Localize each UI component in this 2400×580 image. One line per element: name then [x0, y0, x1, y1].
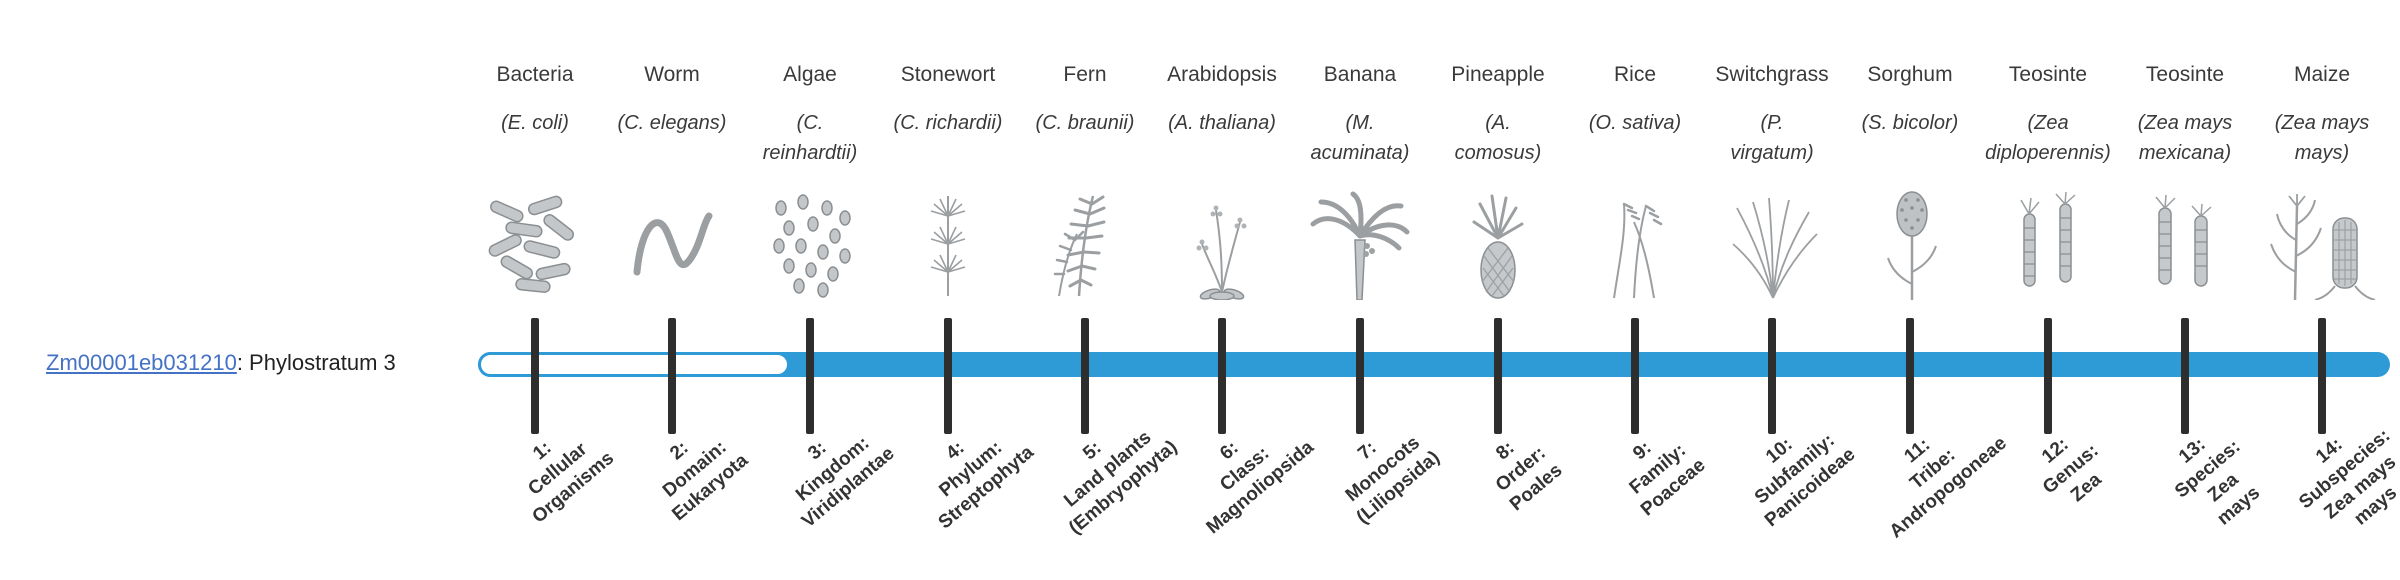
organism-scientific-name: (P. virgatum)	[1730, 112, 1814, 164]
worm-illustration	[633, 212, 713, 276]
phylostratum-bar	[478, 352, 2390, 377]
pineapple-illustration	[1472, 194, 1524, 299]
phylostratum-tick-5	[1081, 318, 1089, 434]
phylostratum-tick-13	[2181, 318, 2189, 434]
gene-id-link[interactable]: Zm00001eb031210	[46, 350, 237, 375]
phylostratum-bar-unfilled-segment	[478, 352, 790, 377]
maize-illustration	[2270, 194, 2376, 300]
switchgrass-illustration	[1732, 197, 1818, 299]
organism-scientific-name: (Zea mays mays)	[2274, 112, 2370, 164]
organism-scientific-name: (C. braunii)	[1035, 112, 1135, 134]
organism-scientific-name: (C. richardii)	[893, 112, 1003, 134]
teosinte-diploperennis-illustration	[2020, 191, 2076, 287]
rice-illustration	[1613, 202, 1663, 299]
organism-name: Pineapple	[1451, 63, 1545, 86]
organism-name: Arabidopsis	[1167, 63, 1277, 86]
organism-scientific-name: (S. bicolor)	[1861, 112, 1959, 134]
organism-name: Rice	[1613, 63, 1656, 86]
gene-phylostratum-text: : Phylostratum 3	[236, 350, 396, 375]
organism-name: Fern	[1063, 63, 1107, 86]
organism-scientific-name: (Zea diploperennis)	[1985, 112, 2111, 164]
organism-name: Worm	[644, 63, 700, 86]
organism-scientific-name: (M. acuminata)	[1310, 112, 1410, 164]
phylostratum-tick-6	[1218, 318, 1226, 434]
phylostratum-tick-2	[668, 318, 676, 434]
organism-name: Maize	[2293, 63, 2351, 86]
organism-name: Algae	[783, 63, 837, 86]
phylostratum-tick-7	[1356, 318, 1364, 434]
fern-illustration	[1053, 195, 1106, 297]
teosinte-mexicana-illustration	[2155, 194, 2212, 287]
organism-scientific-name: (Zea mays mexicana)	[2137, 112, 2233, 164]
organism-scientific-name: (E. coli)	[501, 112, 569, 134]
organism-name: Teosinte	[2145, 63, 2225, 86]
organism-name: Switchgrass	[1715, 63, 1829, 86]
organism-scientific-name: (C. reinhardtii)	[762, 112, 858, 164]
organism-scientific-name: (A. comosus)	[1454, 112, 1542, 164]
phylostratum-tick-11	[1906, 318, 1914, 434]
organism-scientific-name: (A. thaliana)	[1168, 112, 1276, 134]
phylostratum-tick-1	[531, 318, 539, 434]
phylostratum-tick-4	[944, 318, 952, 434]
organism-name: Bacteria	[496, 63, 574, 86]
arabidopsis-illustration	[1196, 205, 1247, 300]
bacteria-illustration	[488, 195, 575, 293]
stonewort-illustration	[930, 196, 966, 296]
phylostratum-tick-9	[1631, 318, 1639, 434]
phylostratum-tick-10	[1768, 318, 1776, 434]
phylostratum-tick-3	[806, 318, 814, 434]
organism-scientific-name: (C. elegans)	[617, 112, 727, 134]
banana-illustration	[1310, 191, 1410, 300]
algae-illustration	[773, 194, 851, 298]
organism-name: Sorghum	[1867, 63, 1953, 86]
phylostratum-tick-8	[1494, 318, 1502, 434]
organism-scientific-name: (O. sativa)	[1588, 112, 1682, 134]
phylostratum-tick-12	[2044, 318, 2052, 434]
phylostratum-tick-14	[2318, 318, 2326, 434]
sorghum-illustration	[1887, 191, 1937, 300]
organism-name: Stonewort	[900, 63, 996, 86]
gene-label: Zm00001eb031210: Phylostratum 3	[46, 350, 396, 376]
organism-name: Teosinte	[2008, 63, 2088, 86]
organism-name: Banana	[1323, 63, 1397, 86]
